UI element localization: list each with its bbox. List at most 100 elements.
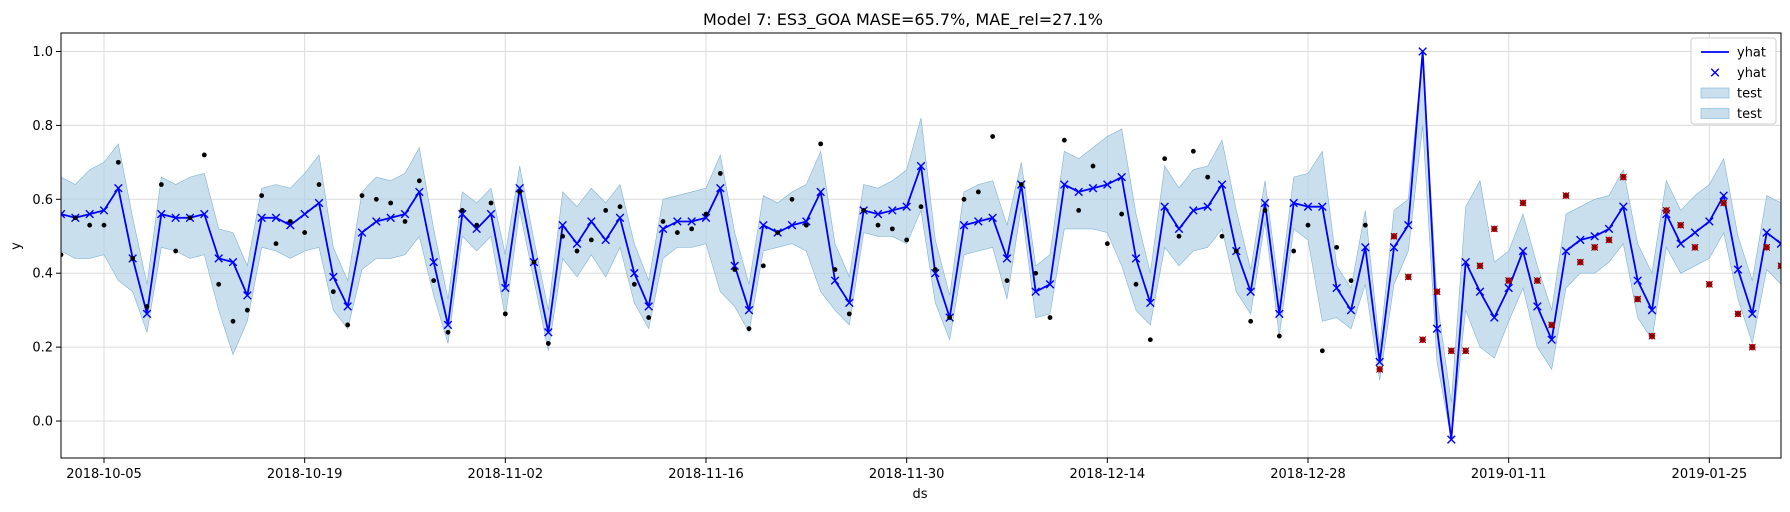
actual-train-point bbox=[316, 182, 322, 187]
actual-train-point bbox=[1305, 222, 1311, 228]
actual-train-point bbox=[259, 193, 265, 199]
actual-train-point bbox=[760, 263, 766, 269]
actual-train-point bbox=[732, 267, 738, 272]
forecast-point bbox=[845, 298, 854, 308]
forecast-point bbox=[1533, 302, 1542, 311]
forecast-point bbox=[959, 220, 969, 230]
actual-train-point bbox=[115, 159, 121, 165]
actual-train-points bbox=[61, 134, 1368, 354]
actual-train-point bbox=[1334, 244, 1340, 250]
forecast-point bbox=[730, 261, 739, 271]
x-tick-label: 2018-12-14 bbox=[1070, 467, 1146, 482]
forecast-point bbox=[1676, 239, 1685, 248]
forecast-point bbox=[658, 224, 668, 234]
forecast-point bbox=[1117, 172, 1126, 182]
axes-frame bbox=[60, 32, 1782, 459]
forecast-point bbox=[558, 220, 567, 230]
plot-frame bbox=[60, 32, 1782, 459]
forecast-point bbox=[1418, 47, 1427, 56]
actual-train-point bbox=[1262, 207, 1268, 213]
forecast-point bbox=[1303, 202, 1313, 211]
forecast-point bbox=[787, 220, 797, 230]
forecast-point bbox=[587, 217, 596, 226]
forecast-point bbox=[1576, 235, 1585, 245]
actual-train-point bbox=[517, 189, 523, 195]
actual-test-point-cross bbox=[1505, 277, 1513, 285]
forecast-point bbox=[1389, 243, 1399, 252]
actual-train-point bbox=[545, 341, 551, 346]
forecast-point bbox=[544, 328, 553, 337]
actual-test-point-cross bbox=[1533, 277, 1541, 285]
y-axis-label: y bbox=[9, 242, 24, 250]
forecast-point bbox=[816, 187, 825, 197]
forecast-point bbox=[931, 268, 940, 278]
actual-train-point bbox=[975, 189, 981, 195]
actual-train-point bbox=[703, 211, 709, 217]
forecast-point bbox=[1131, 254, 1141, 263]
forecast-point bbox=[630, 268, 639, 278]
actual-train-point bbox=[846, 311, 852, 317]
forecast-point bbox=[1762, 228, 1771, 237]
actual-train-point bbox=[201, 152, 207, 158]
actual-test-point-cross bbox=[1376, 365, 1384, 373]
forecast-markers bbox=[61, 47, 1781, 444]
forecast-point bbox=[372, 217, 381, 226]
actual-test-point-cross bbox=[1763, 243, 1771, 251]
actual-train-point bbox=[674, 230, 680, 235]
actual-train-point bbox=[932, 267, 938, 272]
forecast-point bbox=[171, 213, 180, 223]
actual-train-point bbox=[287, 219, 293, 224]
forecast-point bbox=[1203, 202, 1212, 211]
actual-train-point bbox=[244, 307, 250, 313]
actual-train-point bbox=[889, 226, 895, 232]
actual-train-point bbox=[603, 207, 609, 213]
forecast-point bbox=[1647, 305, 1657, 315]
actual-test-point-cross bbox=[1462, 347, 1470, 355]
x-tick-label: 2018-11-02 bbox=[468, 467, 544, 482]
actual-train-point bbox=[373, 196, 379, 202]
forecast-point bbox=[85, 209, 94, 219]
forecast-point bbox=[1246, 287, 1255, 296]
forecast-point bbox=[1733, 265, 1743, 274]
forecast-point bbox=[1103, 180, 1112, 189]
forecast-point bbox=[572, 239, 582, 248]
forecast-point bbox=[902, 202, 911, 211]
actual-train-point bbox=[345, 322, 351, 328]
actual-test-point-cross bbox=[1748, 343, 1756, 351]
actual-train-point bbox=[660, 219, 666, 224]
actual-train-point bbox=[144, 304, 150, 309]
x-tick-label: 2018-10-05 bbox=[66, 467, 142, 482]
forecast-point bbox=[200, 209, 209, 219]
actual-train-point bbox=[1248, 318, 1254, 324]
actual-train-point bbox=[588, 237, 594, 243]
actual-test-point-cross bbox=[1447, 347, 1455, 355]
actual-test-points bbox=[1376, 173, 1781, 373]
actual-train-point bbox=[359, 193, 365, 199]
actual-train-point bbox=[187, 215, 193, 221]
actual-train-point bbox=[1319, 348, 1325, 354]
actual-test-point-cross bbox=[1404, 273, 1412, 281]
actual-train-point bbox=[72, 215, 78, 221]
forecast-point bbox=[400, 209, 410, 219]
legend-label: yhat bbox=[1737, 66, 1766, 81]
x-tick-label: 2018-11-30 bbox=[869, 467, 945, 482]
actual-test-point-cross bbox=[1390, 232, 1398, 240]
forecast-point bbox=[802, 217, 811, 226]
forecast-point bbox=[286, 220, 295, 230]
actual-train-point bbox=[87, 222, 93, 228]
actual-train-point bbox=[1119, 211, 1125, 217]
forecast-point bbox=[501, 283, 510, 293]
actual-train-point bbox=[531, 259, 537, 265]
forecast-point bbox=[142, 309, 152, 319]
forecast-point bbox=[1174, 224, 1184, 234]
legend: yhat yhat test test bbox=[1690, 37, 1777, 125]
actual-test-point-cross bbox=[1619, 173, 1627, 181]
x-tick-label: 2018-12-28 bbox=[1270, 467, 1346, 482]
forecast-point bbox=[257, 213, 266, 223]
forecast-point bbox=[1561, 246, 1571, 256]
forecast-point bbox=[343, 302, 352, 311]
actual-train-point bbox=[488, 200, 494, 206]
actual-train-point bbox=[1147, 337, 1153, 343]
legend-box bbox=[1690, 37, 1777, 125]
actual-test-point-cross bbox=[1691, 243, 1699, 251]
